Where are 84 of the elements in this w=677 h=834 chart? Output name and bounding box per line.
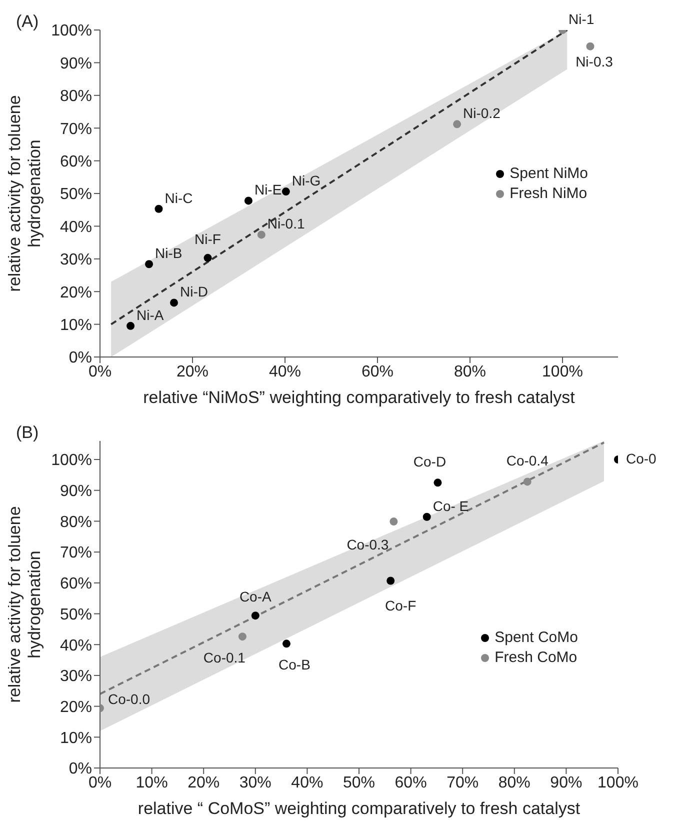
x-tick-label: 60% [361, 363, 394, 380]
y-tick-label: 100% [51, 452, 92, 470]
x-tick-label: 80% [454, 363, 486, 380]
annotation: Co-F [385, 598, 416, 614]
y-tick-label: 60% [60, 153, 92, 170]
x-tick-label: 10% [136, 774, 168, 792]
chart-title: (B) [16, 423, 39, 443]
point [434, 478, 442, 487]
x-tick-label: 90% [550, 774, 582, 792]
x-tick-label: 100% [598, 774, 638, 792]
y-tick-label: 10% [60, 730, 92, 747]
x-tick-label: 100% [542, 363, 583, 380]
annotation: Co-0.1 [203, 650, 246, 666]
x-tick-label: 70% [446, 774, 479, 792]
x-tick-label: 40% [268, 363, 302, 380]
y-tick-label: 80% [60, 514, 92, 531]
y-tick-label: 90% [60, 55, 92, 72]
point [282, 640, 290, 648]
annotation: Ni-0.1 [267, 216, 305, 232]
point [238, 632, 246, 641]
point [282, 188, 290, 196]
y-tick-label: 30% [60, 252, 92, 269]
legend-label: Fresh NiMo [510, 184, 588, 204]
y-tick-label: 90% [60, 483, 92, 500]
annotation: Co-B [278, 656, 310, 673]
y-tick-label: 70% [60, 544, 92, 562]
annotation: Co-0.4 [506, 452, 549, 469]
annotation: Co- E [432, 498, 469, 514]
annotation: Co-0.0 [108, 691, 150, 708]
annotation: Ni-1 [568, 11, 594, 27]
y-axis-title: relative activity for toluene hydrogenation [5, 506, 44, 703]
x-tick-label: 60% [394, 774, 427, 792]
legend-label: Spent CoMo [494, 628, 578, 648]
x-axis-title: relative “NiMoS” weighting comparatively to fresh catalyst [143, 388, 576, 407]
annotation: Co-0.3 [346, 536, 389, 553]
y-tick-label: 50% [60, 606, 92, 624]
point [204, 254, 212, 262]
y-tick-label: 30% [60, 668, 92, 686]
chart-title: (A) [16, 12, 39, 32]
x-tick-label: 20% [188, 774, 220, 792]
point [386, 576, 395, 585]
y-tick-label: 20% [60, 698, 92, 716]
annotation: Co-D [413, 454, 446, 470]
y-tick-label: 40% [60, 218, 92, 236]
annotation: Co-A [239, 588, 272, 605]
point [586, 42, 594, 50]
annotation: Ni-0.3 [576, 53, 614, 70]
point [390, 518, 398, 526]
x-tick-label: 30% [239, 774, 272, 792]
point [257, 230, 266, 239]
y-tick-label: 40% [60, 637, 92, 654]
point [244, 196, 252, 205]
annotation: Ni-B [155, 245, 182, 262]
x-axis-title: relative “ CoMoS” weighting comparatively to fresh catalyst [138, 799, 580, 818]
annotation: Ni-G [292, 172, 321, 189]
x-tick-label: 80% [498, 774, 530, 792]
point [154, 204, 163, 213]
y-tick-label: 70% [60, 120, 92, 138]
legend-label: Fresh CoMo [494, 648, 578, 668]
y-tick-label: 50% [60, 186, 92, 204]
annotation: Ni-F [194, 230, 221, 247]
point [145, 260, 154, 268]
point [251, 612, 260, 620]
annotation: Ni-C [164, 190, 193, 206]
point [126, 322, 135, 330]
x-tick-label: 50% [342, 774, 376, 792]
point [523, 478, 532, 486]
annotation: Co-0 [626, 450, 657, 467]
legend-label: Spent NiMo [510, 164, 588, 184]
annotation: Ni-0.2 [463, 105, 501, 122]
x-tick-label: 20% [176, 363, 209, 380]
point [453, 120, 462, 128]
y-tick-label: 10% [60, 316, 92, 334]
y-tick-label: 20% [60, 284, 92, 302]
annotation: Ni-A [136, 306, 164, 323]
y-tick-label: 80% [60, 88, 92, 106]
y-tick-label: 100% [51, 22, 92, 40]
point [170, 298, 178, 307]
x-tick-label: 40% [291, 774, 324, 792]
annotation: Ni-D [180, 284, 208, 300]
y-axis-title: relative activity for toluene hydrogenation [5, 95, 44, 292]
annotation: Ni-E [254, 182, 282, 198]
point [422, 512, 431, 521]
y-tick-label: 60% [60, 576, 92, 593]
